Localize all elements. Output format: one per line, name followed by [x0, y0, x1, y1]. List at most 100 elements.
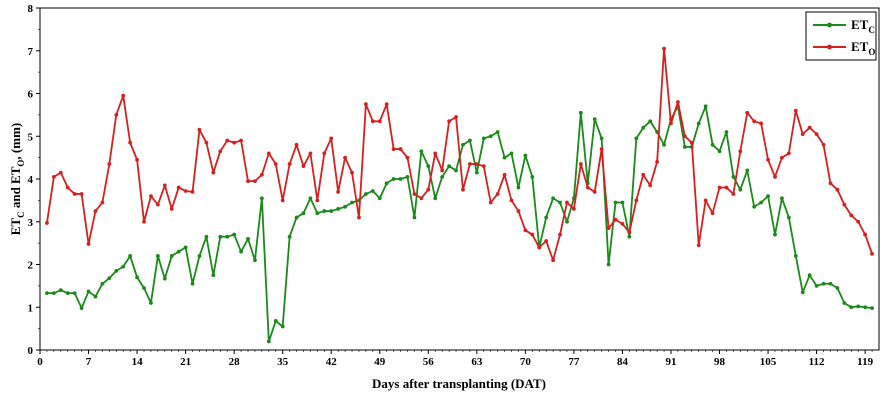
legend-box [805, 11, 877, 61]
data-point-eto [315, 198, 320, 203]
x-tick-label: 35 [277, 356, 289, 368]
data-point-etc [197, 254, 202, 258]
data-point-etc [447, 164, 451, 169]
data-point-etc [773, 232, 777, 237]
data-point-etc [65, 291, 70, 296]
data-point-etc [558, 200, 562, 205]
data-point-etc [565, 219, 569, 224]
data-point-etc [745, 168, 750, 173]
data-point-etc [280, 324, 285, 329]
plot-frame [39, 7, 880, 351]
data-point-eto [363, 102, 368, 107]
data-point-etc [142, 286, 146, 290]
data-point-etc [648, 119, 653, 124]
y-tick-label: 6 [28, 89, 34, 101]
data-point-eto [308, 151, 313, 156]
data-point-etc [433, 196, 438, 201]
data-point-etc [578, 110, 583, 115]
data-point-eto [502, 172, 507, 177]
data-point-eto [793, 108, 798, 113]
data-point-eto [169, 207, 174, 211]
data-point-eto [780, 155, 784, 160]
data-point-eto [731, 192, 736, 196]
data-point-etc [627, 234, 632, 239]
data-point-eto [530, 232, 535, 237]
data-point-etc [405, 174, 410, 179]
data-point-eto [717, 185, 722, 190]
data-point-etc [821, 281, 826, 286]
data-point-eto [516, 209, 521, 213]
y-tick-label: 8 [28, 3, 34, 15]
data-point-eto [412, 192, 417, 196]
data-point-etc [454, 168, 458, 173]
data-point-eto [786, 151, 791, 156]
data-point-etc [495, 130, 500, 134]
data-point-etc [842, 301, 847, 305]
data-point-eto [142, 219, 146, 224]
data-point-etc [793, 254, 798, 258]
data-point-etc [391, 177, 396, 181]
data-point-eto [114, 112, 119, 117]
data-point-eto [322, 151, 327, 156]
data-point-eto [606, 226, 611, 231]
data-point-eto [592, 189, 597, 194]
data-point-eto [370, 119, 375, 124]
data-point-etc [135, 275, 139, 280]
data-point-etc [752, 204, 757, 209]
data-point-eto [58, 170, 63, 175]
data-point-etc [419, 149, 424, 154]
data-point-etc [814, 283, 819, 288]
data-point-eto [773, 174, 777, 179]
data-point-etc [107, 276, 112, 281]
data-point-eto [377, 119, 382, 124]
data-point-etc [336, 207, 341, 211]
data-point-eto [800, 132, 805, 137]
data-point-eto [863, 232, 868, 237]
data-point-eto [766, 157, 770, 162]
data-point-eto [280, 198, 285, 203]
legend-marker-etc [827, 22, 832, 28]
data-point-eto [190, 189, 195, 194]
legend-label-eto-sub: O [868, 47, 875, 57]
data-point-etc [93, 294, 98, 299]
data-point-eto [856, 219, 861, 224]
data-point-etc [717, 149, 722, 154]
data-point-eto [696, 243, 701, 248]
data-point-eto [301, 164, 306, 169]
data-point-etc [766, 194, 770, 199]
data-point-eto [72, 192, 77, 196]
data-point-etc [468, 138, 472, 143]
data-point-eto [107, 162, 112, 166]
series-line-eto [46, 47, 873, 262]
data-point-etc [350, 200, 354, 205]
data-point-eto [239, 138, 243, 143]
data-point-eto [100, 200, 105, 205]
y-axis-title-main: ET [8, 218, 23, 236]
x-tick-label: 70 [520, 356, 532, 368]
data-point-etc [343, 204, 347, 209]
data-point-eto [565, 200, 569, 205]
data-point-etc [461, 142, 465, 147]
data-point-eto [79, 192, 84, 196]
x-axis-title: Days after transplanting (DAT) [372, 376, 546, 391]
data-point-etc [849, 305, 854, 310]
data-point-eto [246, 179, 250, 184]
data-point-eto [149, 194, 153, 199]
data-point-eto [225, 138, 230, 143]
data-point-eto [842, 202, 847, 207]
data-point-eto [703, 198, 708, 203]
data-point-etc [710, 142, 715, 147]
data-point-eto [828, 181, 833, 186]
data-point-etc [828, 281, 833, 286]
data-point-etc [731, 174, 736, 179]
data-point-etc [488, 134, 493, 139]
data-point-etc [239, 249, 243, 254]
series-line-etc [46, 105, 873, 343]
data-point-eto [634, 198, 639, 203]
data-point-eto [51, 174, 56, 179]
data-point-eto [336, 189, 341, 194]
data-point-eto [162, 183, 167, 188]
data-point-eto [572, 207, 576, 211]
data-point-eto [488, 200, 493, 205]
